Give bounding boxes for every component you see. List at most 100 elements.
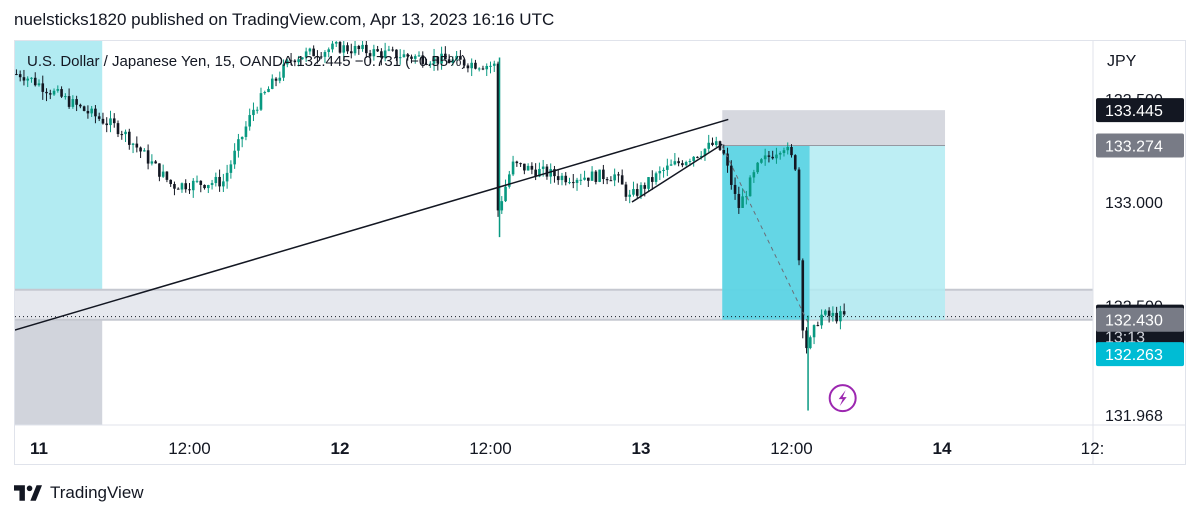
candle-body bbox=[714, 141, 718, 145]
candle-body bbox=[692, 156, 695, 161]
candle-body bbox=[199, 180, 203, 185]
candle-body bbox=[240, 136, 244, 140]
candle-body bbox=[372, 49, 376, 57]
candle-body bbox=[842, 311, 846, 315]
price-tick-label: 131.968 bbox=[1105, 408, 1163, 425]
candle-body bbox=[135, 143, 139, 148]
candle-body bbox=[775, 154, 778, 159]
candle-body bbox=[534, 169, 537, 177]
candle-body bbox=[737, 193, 741, 208]
publish-header: nuelsticks1820 published on TradingView.… bbox=[14, 10, 555, 29]
price-badge-label: 133.274 bbox=[1105, 138, 1163, 155]
candle-body bbox=[650, 177, 654, 182]
candle-body bbox=[839, 311, 842, 322]
candle-body bbox=[334, 42, 338, 44]
time-tick-label: 12:00 bbox=[469, 439, 512, 458]
candle-body bbox=[52, 90, 56, 95]
price-badge-label: 132.430 bbox=[1105, 313, 1163, 330]
candle-body bbox=[101, 118, 105, 124]
candle-body bbox=[327, 49, 331, 53]
candle-body bbox=[760, 159, 763, 163]
candle-body bbox=[413, 56, 417, 59]
candle-body bbox=[684, 162, 688, 166]
candle-body bbox=[365, 44, 368, 54]
candle-body bbox=[470, 62, 473, 69]
candle-body bbox=[771, 156, 774, 159]
candle-body bbox=[109, 118, 112, 126]
candle-body bbox=[786, 146, 790, 151]
candle-body bbox=[462, 59, 466, 66]
candle-body bbox=[703, 148, 707, 156]
tradingview-logo-icon bbox=[14, 485, 42, 501]
candle-body bbox=[583, 177, 586, 180]
candle-body bbox=[515, 161, 519, 164]
candle-body bbox=[282, 64, 285, 78]
candle-body bbox=[233, 150, 236, 165]
candle-body bbox=[756, 162, 759, 173]
candle-body bbox=[391, 49, 394, 51]
candle-body bbox=[158, 163, 161, 177]
candle-body bbox=[729, 165, 733, 185]
trendline-2[interactable] bbox=[631, 143, 723, 203]
candle-body bbox=[26, 78, 30, 81]
candle-body bbox=[304, 51, 308, 58]
candle-body bbox=[530, 165, 534, 170]
candle-body bbox=[451, 59, 455, 64]
candle-body bbox=[252, 109, 255, 116]
price-chart[interactable]: 1112:001212:001312:001412:JPY133.500133.… bbox=[15, 41, 1185, 464]
candle-body bbox=[579, 179, 583, 181]
candle-body bbox=[184, 183, 188, 190]
candle-body bbox=[673, 161, 677, 165]
candle-body bbox=[778, 152, 782, 155]
candle-body bbox=[165, 171, 169, 180]
candle-body bbox=[248, 115, 251, 127]
time-tick-label: 12:00 bbox=[168, 439, 211, 458]
candle-body bbox=[590, 171, 594, 181]
candle-body bbox=[553, 169, 556, 177]
candle-body bbox=[116, 123, 120, 135]
flash-bolt-icon bbox=[838, 390, 847, 407]
candle-body bbox=[293, 60, 297, 63]
price-badge bbox=[1096, 98, 1184, 123]
candle-body bbox=[41, 83, 45, 92]
candle-body bbox=[492, 63, 496, 66]
candle-body bbox=[647, 177, 650, 189]
candle-body bbox=[357, 45, 361, 50]
candle-body bbox=[605, 179, 609, 181]
candle-body bbox=[143, 150, 146, 152]
candle-body bbox=[191, 180, 195, 191]
candle-body bbox=[620, 175, 624, 185]
candle-body bbox=[782, 150, 786, 153]
candle-body bbox=[613, 174, 616, 181]
chart-frame[interactable]: 1112:001212:001312:001412:JPY133.500133.… bbox=[14, 40, 1186, 465]
candle-body bbox=[278, 77, 282, 81]
candle-body bbox=[643, 185, 647, 189]
candle-body bbox=[809, 337, 812, 349]
candle-body bbox=[594, 171, 598, 182]
candle-body bbox=[222, 181, 225, 187]
candle-body bbox=[406, 54, 410, 57]
candle-body bbox=[523, 163, 526, 171]
candle-body bbox=[289, 60, 293, 62]
candle-body bbox=[244, 126, 248, 137]
candle-body bbox=[139, 147, 142, 152]
candle-body bbox=[376, 49, 379, 52]
footer-brand[interactable]: TradingView bbox=[14, 483, 144, 503]
candle-body bbox=[726, 153, 729, 166]
candle-body bbox=[666, 165, 669, 170]
candle-body bbox=[210, 183, 214, 186]
candle-body bbox=[688, 160, 692, 163]
candle-body bbox=[790, 146, 793, 156]
candle-body bbox=[75, 99, 78, 105]
candle-body bbox=[64, 96, 67, 98]
candle-body bbox=[696, 156, 699, 158]
candle-body bbox=[176, 188, 180, 190]
candle-body bbox=[150, 161, 154, 164]
candle-body bbox=[801, 260, 805, 331]
candle-body bbox=[124, 131, 127, 135]
candle-body bbox=[346, 45, 349, 52]
candle-body bbox=[56, 89, 60, 91]
trendline-1[interactable] bbox=[15, 118, 729, 331]
price-badge bbox=[1096, 307, 1184, 332]
position-filled-zone bbox=[722, 145, 810, 320]
